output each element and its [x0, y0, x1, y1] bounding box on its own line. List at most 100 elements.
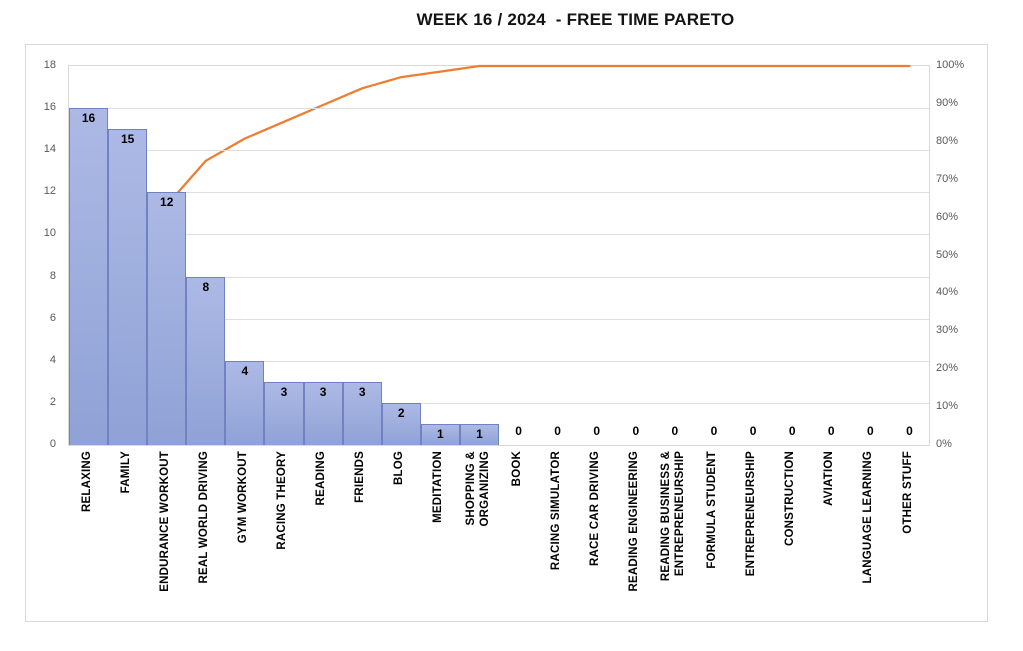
chart-title: WEEK 16 / 2024 - FREE TIME PARETO: [416, 10, 735, 29]
bar-data-label: 0: [593, 424, 601, 438]
category-label-cell: ENTREPRENEURSHIP: [733, 451, 772, 627]
category-label-cell: OTHER STUFF: [889, 451, 928, 627]
bar-data-label: 0: [827, 424, 835, 438]
category-label: OTHER STUFF: [901, 451, 914, 534]
category-label-cell: FAMILY: [107, 451, 146, 627]
category-label-cell: SHOPPING & ORGANIZING: [459, 451, 498, 627]
bar-data-label: 0: [710, 424, 718, 438]
bar-data-label: 3: [280, 384, 288, 399]
left-axis-tick: 14: [43, 143, 56, 156]
bar-data-label: 16: [81, 111, 96, 126]
bar-data-label: 0: [788, 424, 796, 438]
gridline: [69, 402, 929, 404]
category-label-cell: CONSTRUCTION: [772, 451, 811, 627]
bar-data-label: 8: [202, 279, 210, 294]
gridline: [69, 108, 929, 110]
category-label-cell: READING: [303, 451, 342, 627]
bar-data-label: 0: [671, 424, 679, 438]
bar: [381, 402, 421, 445]
cumulative-line-svg: [87, 64, 911, 357]
bar: [264, 381, 304, 445]
category-label-cell: REAL WORLD DRIVING: [185, 451, 224, 627]
gridline: [69, 192, 929, 194]
category-label: LANGUAGE LEARNING: [862, 451, 875, 584]
bar: [225, 360, 265, 445]
category-label: MEDITATION: [432, 451, 445, 523]
right-axis-tick: 70%: [936, 172, 959, 185]
bar: [108, 129, 148, 445]
category-label-cell: LANGUAGE LEARNING: [850, 451, 889, 627]
bar: [147, 192, 187, 445]
category-label-cell: MEDITATION: [420, 451, 459, 627]
left-axis-tick: 4: [49, 353, 56, 366]
category-label: BLOG: [393, 451, 406, 486]
category-label: READING: [315, 451, 328, 506]
bar-data-label: 12: [160, 195, 174, 210]
bar-data-label: 0: [867, 424, 874, 438]
cumulative-line: [87, 64, 911, 357]
category-label: ENTREPRENEURSHIP: [745, 451, 758, 577]
plot-area: 16 15 12 8 4 3 3 3 2 1 1 0 0 0 0 0 0 0 0 0 0 0: [68, 64, 930, 446]
category-label: FRIENDS: [354, 451, 367, 503]
right-axis-tick: 20%: [936, 362, 959, 375]
bar-data-label: 15: [120, 132, 135, 147]
category-label-cell: READING BUSINESS & ENTREPRENEURSHIP: [654, 451, 693, 627]
right-axis-tick: 80%: [936, 134, 959, 147]
category-label-cell: FRIENDS: [342, 451, 381, 627]
category-label-cell: FORMULA STUDENT: [693, 451, 732, 627]
category-label-cell: AVIATION: [811, 451, 850, 627]
left-axis-tick: 18: [43, 59, 56, 71]
category-label-cell: ENDURANCE WORKOUT: [146, 451, 185, 627]
bar: [69, 108, 109, 445]
category-label-cell: RACE CAR DRIVING: [576, 451, 615, 627]
bar: [303, 381, 343, 445]
right-axis-tick: 0%: [936, 438, 952, 450]
bar: [342, 381, 382, 445]
category-label: SHOPPING & ORGANIZING: [464, 451, 491, 527]
category-label: FORMULA STUDENT: [706, 451, 719, 569]
bar-data-label: 3: [319, 384, 327, 399]
right-axis-tick: 50%: [936, 248, 959, 261]
category-label-cell: RACING THEORY: [263, 451, 302, 627]
right-axis-tick: 30%: [936, 324, 959, 337]
bar-data-label: 1: [437, 426, 444, 441]
chart-frame: 16 15 12 8 4 3 3 3 2 1 1 0 0 0 0 0 0 0 0 0 0 0: [25, 44, 988, 622]
left-axis-tick: 0: [49, 438, 56, 450]
left-axis-tick: 8: [49, 269, 56, 282]
category-label-cell: BOOK: [498, 451, 537, 627]
category-label: REAL WORLD DRIVING: [197, 451, 210, 584]
category-label: AVIATION: [823, 451, 836, 506]
left-axis-tick: 2: [49, 395, 56, 408]
bar: [186, 276, 226, 445]
bar-data-label: 0: [515, 424, 522, 438]
bar-data-label: 0: [749, 424, 757, 438]
category-label: ENDURANCE WORKOUT: [158, 451, 171, 592]
category-label: BOOK: [510, 451, 523, 487]
category-label-cell: RELAXING: [68, 451, 107, 627]
left-axis-tick: 12: [43, 185, 56, 198]
category-axis: RELAXING FAMILY ENDURANCE WORKOUT REAL WORL…: [68, 451, 928, 627]
category-label: READING BUSINESS & ENTREPRENEURSHIP: [660, 451, 686, 582]
category-label-cell: BLOG: [381, 451, 420, 627]
bar: [459, 423, 499, 445]
left-axis-tick: 6: [49, 311, 56, 324]
bar: [420, 423, 460, 445]
category-label-cell: GYM WORKOUT: [224, 451, 263, 627]
right-axis-tick: 90%: [936, 96, 959, 109]
category-label-cell: READING ENGINEERING: [615, 451, 654, 627]
left-axis-tick: 16: [43, 101, 56, 114]
right-axis-tick: 40%: [936, 286, 959, 299]
right-axis-tick: 10%: [936, 400, 959, 413]
bar-data-label: 0: [906, 424, 913, 438]
category-label-cell: RACING SIMULATOR: [537, 451, 576, 627]
right-axis-tick: 60%: [936, 210, 959, 223]
bar-data-label: 0: [632, 424, 640, 438]
gridline: [69, 318, 929, 320]
bar-data-label: 4: [241, 363, 249, 378]
category-label: CONSTRUCTION: [784, 451, 797, 547]
gridline: [69, 234, 929, 236]
category-label: RACE CAR DRIVING: [588, 451, 601, 567]
bar-data-label: 2: [397, 405, 405, 420]
category-label: RELAXING: [80, 451, 93, 513]
category-label: FAMILY: [119, 451, 132, 494]
